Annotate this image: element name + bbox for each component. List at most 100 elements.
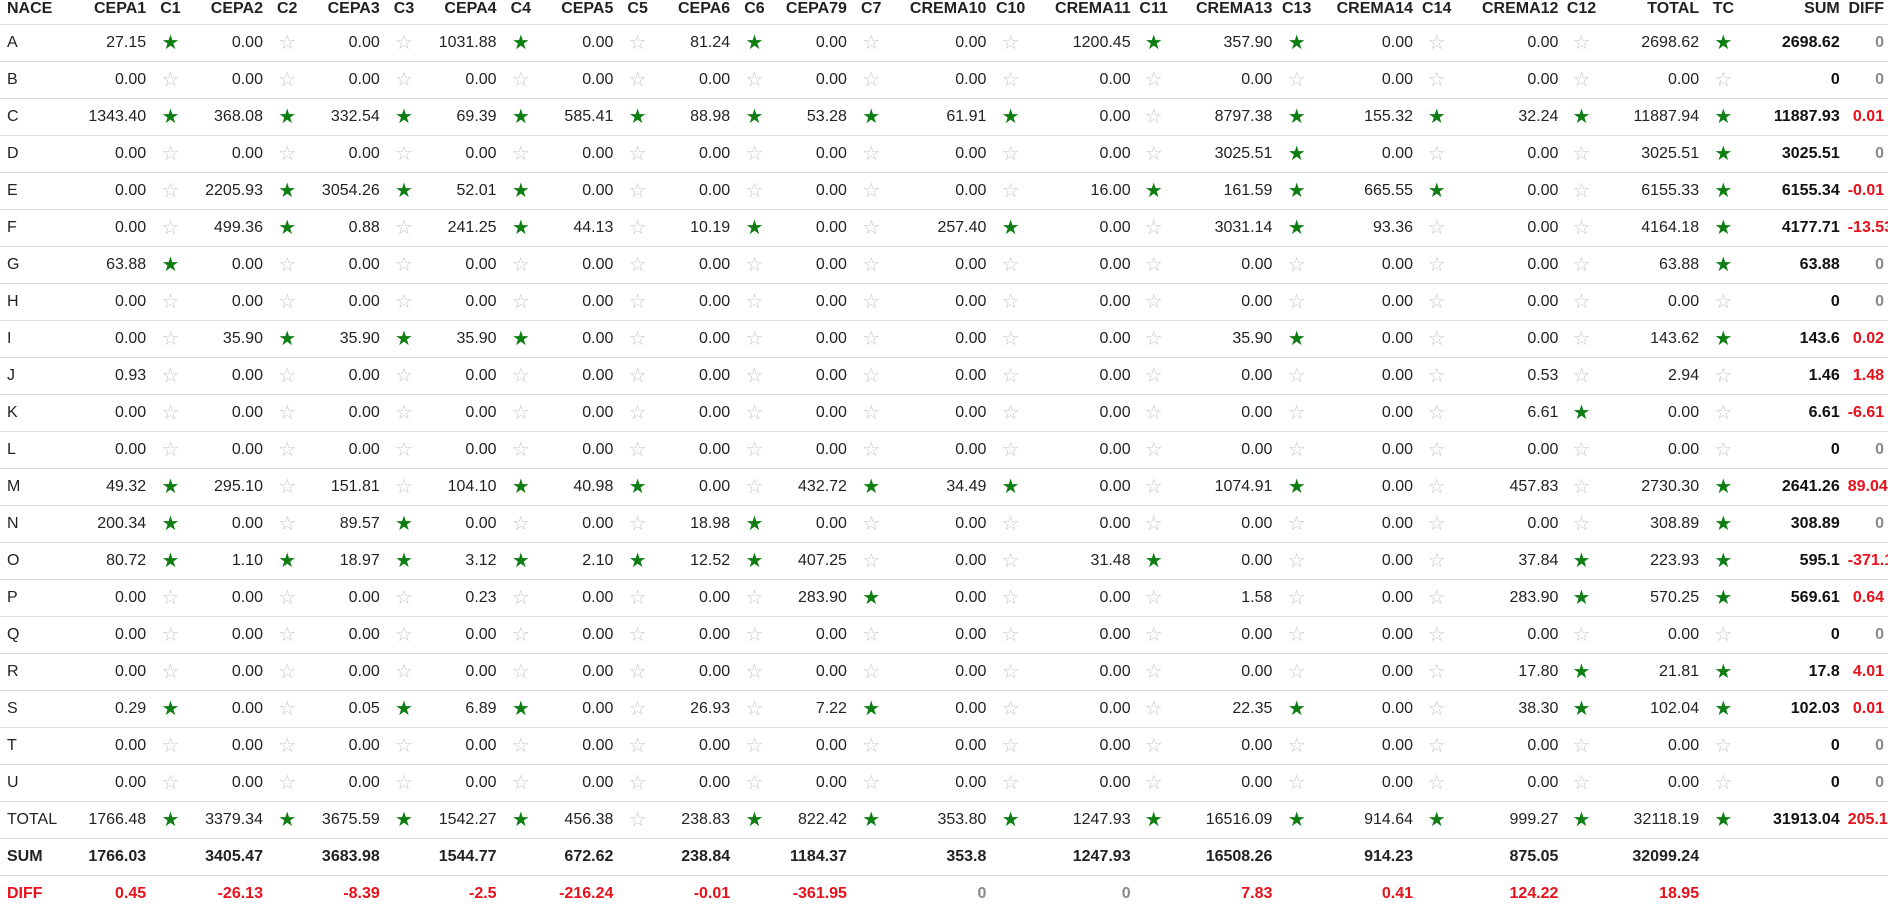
column-header-c5[interactable]: C5 <box>627 0 648 17</box>
column-header-crema10[interactable]: CREMA10 <box>909 0 987 17</box>
flag-cell: ☆ <box>617 283 658 321</box>
flag-cell: ★ <box>734 505 775 543</box>
column-header-cepa2[interactable]: CEPA2 <box>210 0 263 17</box>
value-cell: 0.00 <box>891 727 991 765</box>
column-header-cepa5[interactable]: CEPA5 <box>561 0 614 17</box>
flag-cell: ☆ <box>1276 505 1317 543</box>
star-outline-icon: ☆ <box>1001 68 1020 91</box>
value-cell: 0.00 <box>774 320 851 358</box>
value-cell: 353.80 <box>891 801 991 839</box>
flag-cell: ☆ <box>990 24 1031 62</box>
star-outline-icon: ☆ <box>1144 364 1163 387</box>
star-filled-icon: ★ <box>745 808 764 831</box>
value-cell: 1200.45 <box>1030 24 1135 62</box>
value-cell: 0.53 <box>1456 357 1563 395</box>
column-header-c13[interactable]: C13 <box>1282 0 1312 17</box>
column-header-crema14[interactable]: CREMA14 <box>1336 0 1414 17</box>
star-outline-icon: ☆ <box>628 697 647 720</box>
flag-cell: ★ <box>150 24 191 62</box>
value-cell: 0.00 <box>424 653 501 691</box>
flag-cell: ☆ <box>850 320 892 358</box>
star-outline-icon: ☆ <box>1427 512 1446 535</box>
column-header-c10[interactable]: C10 <box>995 0 1026 17</box>
column-header-crema12[interactable]: CREMA12 <box>1481 0 1559 17</box>
column-header-c3[interactable]: C3 <box>393 0 415 17</box>
flag-cell: ☆ <box>1562 320 1601 358</box>
column-header-c1[interactable]: C1 <box>160 0 181 17</box>
diff-cell: 0.01 <box>1843 98 1888 136</box>
star-outline-icon: ☆ <box>161 401 180 424</box>
value-cell: 822.42 <box>774 801 851 839</box>
column-header-c14[interactable]: C14 <box>1422 0 1452 17</box>
star-outline-icon: ☆ <box>278 660 297 683</box>
star-filled-icon: ★ <box>745 512 764 535</box>
nace-code: T <box>0 727 74 765</box>
empty-cell <box>734 875 775 912</box>
value-cell: 0.00 <box>1030 764 1135 802</box>
column-header-cepa4[interactable]: CEPA4 <box>444 0 497 17</box>
star-outline-icon: ☆ <box>278 697 297 720</box>
value-cell: 17.80 <box>1456 653 1563 691</box>
column-header-crema13[interactable]: CREMA13 <box>1195 0 1273 17</box>
value-cell: 155.32 <box>1316 98 1418 136</box>
value-cell: 35.90 <box>190 320 267 358</box>
column-header-diff[interactable]: DIFF <box>1848 0 1884 17</box>
column-header-tc[interactable]: TC <box>1712 0 1735 17</box>
diff-value-cell: -2.5 <box>424 875 501 912</box>
column-header-cepa6[interactable]: CEPA6 <box>677 0 731 17</box>
value-cell: 0.00 <box>541 246 618 284</box>
star-filled-icon: ★ <box>1572 660 1591 683</box>
star-outline-icon: ☆ <box>511 623 530 646</box>
empty-cell <box>1703 875 1744 912</box>
sum-value-cell: 353.8 <box>891 838 991 876</box>
star-filled-icon: ★ <box>161 31 180 54</box>
column-header-total[interactable]: TOTAL <box>1647 0 1700 17</box>
column-header-cepa3[interactable]: CEPA3 <box>327 0 380 17</box>
value-cell: 0.00 <box>190 394 267 432</box>
sum-cell: 143.6 <box>1743 320 1844 358</box>
value-cell: 0.00 <box>1030 357 1135 395</box>
star-outline-icon: ☆ <box>1572 142 1591 165</box>
value-cell: 0.00 <box>774 431 851 469</box>
star-outline-icon: ☆ <box>1427 697 1446 720</box>
sum-cell: 3025.51 <box>1743 135 1844 173</box>
star-outline-icon: ☆ <box>628 660 647 683</box>
value-cell: 0.00 <box>541 727 618 765</box>
star-outline-icon: ☆ <box>862 623 881 646</box>
column-header-c12[interactable]: C12 <box>1566 0 1597 17</box>
column-header-sum[interactable]: SUM <box>1804 0 1840 17</box>
value-cell: 0.00 <box>657 616 735 654</box>
diff-value-cell: 0.45 <box>73 875 151 912</box>
column-header-crema11[interactable]: CREMA11 <box>1055 0 1131 17</box>
star-outline-icon: ☆ <box>628 179 647 202</box>
column-header-c2[interactable]: C2 <box>277 0 298 17</box>
sum-cell: 17.8 <box>1743 653 1844 691</box>
flag-cell: ☆ <box>990 616 1031 654</box>
star-filled-icon: ★ <box>161 475 180 498</box>
flag-cell: ☆ <box>1134 727 1173 765</box>
star-filled-icon: ★ <box>745 549 764 572</box>
diff-value-cell: -361.95 <box>774 875 851 912</box>
column-header-nace[interactable]: NACE <box>7 0 53 17</box>
flag-cell: ☆ <box>1276 764 1317 802</box>
column-header-c6[interactable]: C6 <box>744 0 765 17</box>
flag-cell: ☆ <box>383 653 425 691</box>
star-filled-icon: ★ <box>278 216 297 239</box>
column-header-c7[interactable]: C7 <box>860 0 882 17</box>
column-header-cepa79[interactable]: CEPA79 <box>785 0 847 17</box>
star-outline-icon: ☆ <box>511 290 530 313</box>
star-outline-icon: ☆ <box>1572 253 1591 276</box>
column-header-c11[interactable]: C11 <box>1139 0 1168 17</box>
value-cell: 0.00 <box>1030 431 1135 469</box>
nace-code: D <box>0 135 74 173</box>
star-outline-icon: ☆ <box>628 808 647 831</box>
flag-cell: ☆ <box>1276 357 1317 395</box>
star-outline-icon: ☆ <box>1572 31 1591 54</box>
column-header-c4[interactable]: C4 <box>510 0 532 17</box>
column-header-cepa1[interactable]: CEPA1 <box>94 0 147 17</box>
value-cell: 0.00 <box>657 61 735 99</box>
flag-cell: ★ <box>383 690 425 728</box>
value-cell: 16516.09 <box>1172 801 1277 839</box>
star-outline-icon: ☆ <box>395 290 413 313</box>
value-cell: 0.00 <box>307 61 384 99</box>
